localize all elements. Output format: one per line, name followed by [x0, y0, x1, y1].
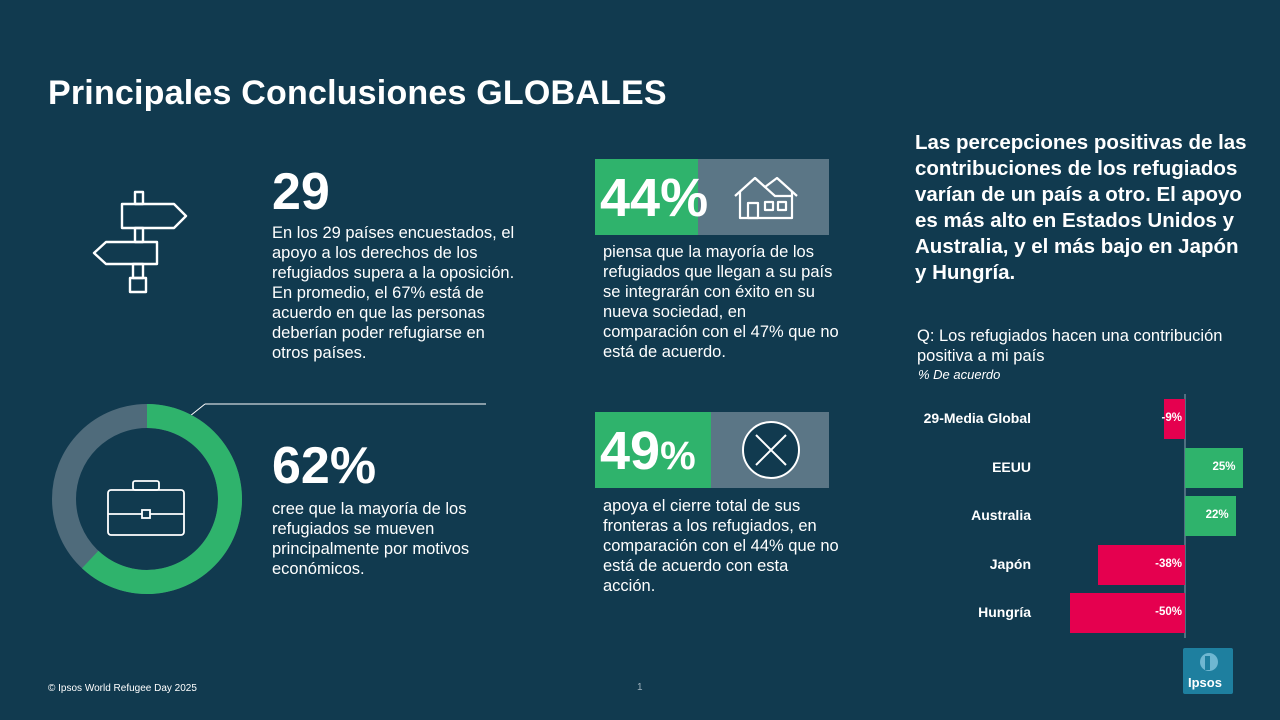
close-circle-icon [742, 421, 800, 479]
bar [1185, 447, 1243, 488]
bar-label: Japón [989, 555, 1031, 572]
stat-49-text: apoya el cierre total de sus fronteras a… [603, 497, 839, 595]
bar-value-label: -9% [1161, 412, 1182, 424]
ipsos-logo: Ipsos [1183, 648, 1233, 694]
bar-label: 29-Media Global [923, 410, 1031, 426]
bar [1097, 544, 1185, 585]
stat-62-text: cree que la mayoría de los refugiados se… [272, 500, 470, 578]
page-title: Principales Conclusiones GLOBALES [48, 74, 667, 112]
stat-29-text: En los 29 países encuestados, el apoyo a… [272, 224, 515, 362]
stat-44-box: 44% [595, 159, 829, 235]
briefcase-icon [107, 480, 185, 536]
house-icon [734, 176, 798, 220]
stat-44-number: 44% [600, 168, 709, 228]
signpost-icon [92, 190, 188, 294]
bar [1164, 399, 1185, 439]
bar-value-label: 22% [1205, 509, 1229, 521]
bar [1070, 593, 1185, 633]
bar [1185, 496, 1236, 536]
donut-chart [52, 403, 486, 594]
page-number: 1 [637, 682, 643, 693]
bar-label: EEUU [992, 458, 1031, 475]
footer-copyright: © Ipsos World Refugee Day 2025 [48, 683, 197, 694]
bar-value-label: -38% [1155, 557, 1182, 570]
stat-49-box: 49% [595, 412, 829, 488]
bar-value-label: -50% [1155, 606, 1182, 618]
stat-62-number: 62% [272, 437, 377, 495]
chart-subtitle: % De acuerdo [918, 367, 1001, 382]
stat-44-text: piensa que la mayoría de los refugiados … [603, 243, 839, 361]
stat-49-number: 49% [600, 421, 696, 481]
stat-29-number: 29 [272, 163, 330, 221]
bar-value-label: 25% [1212, 460, 1236, 473]
chart-question: Q: Los refugiados hacen una contribución… [917, 327, 1223, 365]
donut-fill [81, 404, 242, 594]
bar-label: Australia [971, 507, 1031, 523]
right-heading: Las percepciones positivas de las contri… [915, 131, 1247, 284]
bar-label: Hungría [978, 604, 1031, 620]
